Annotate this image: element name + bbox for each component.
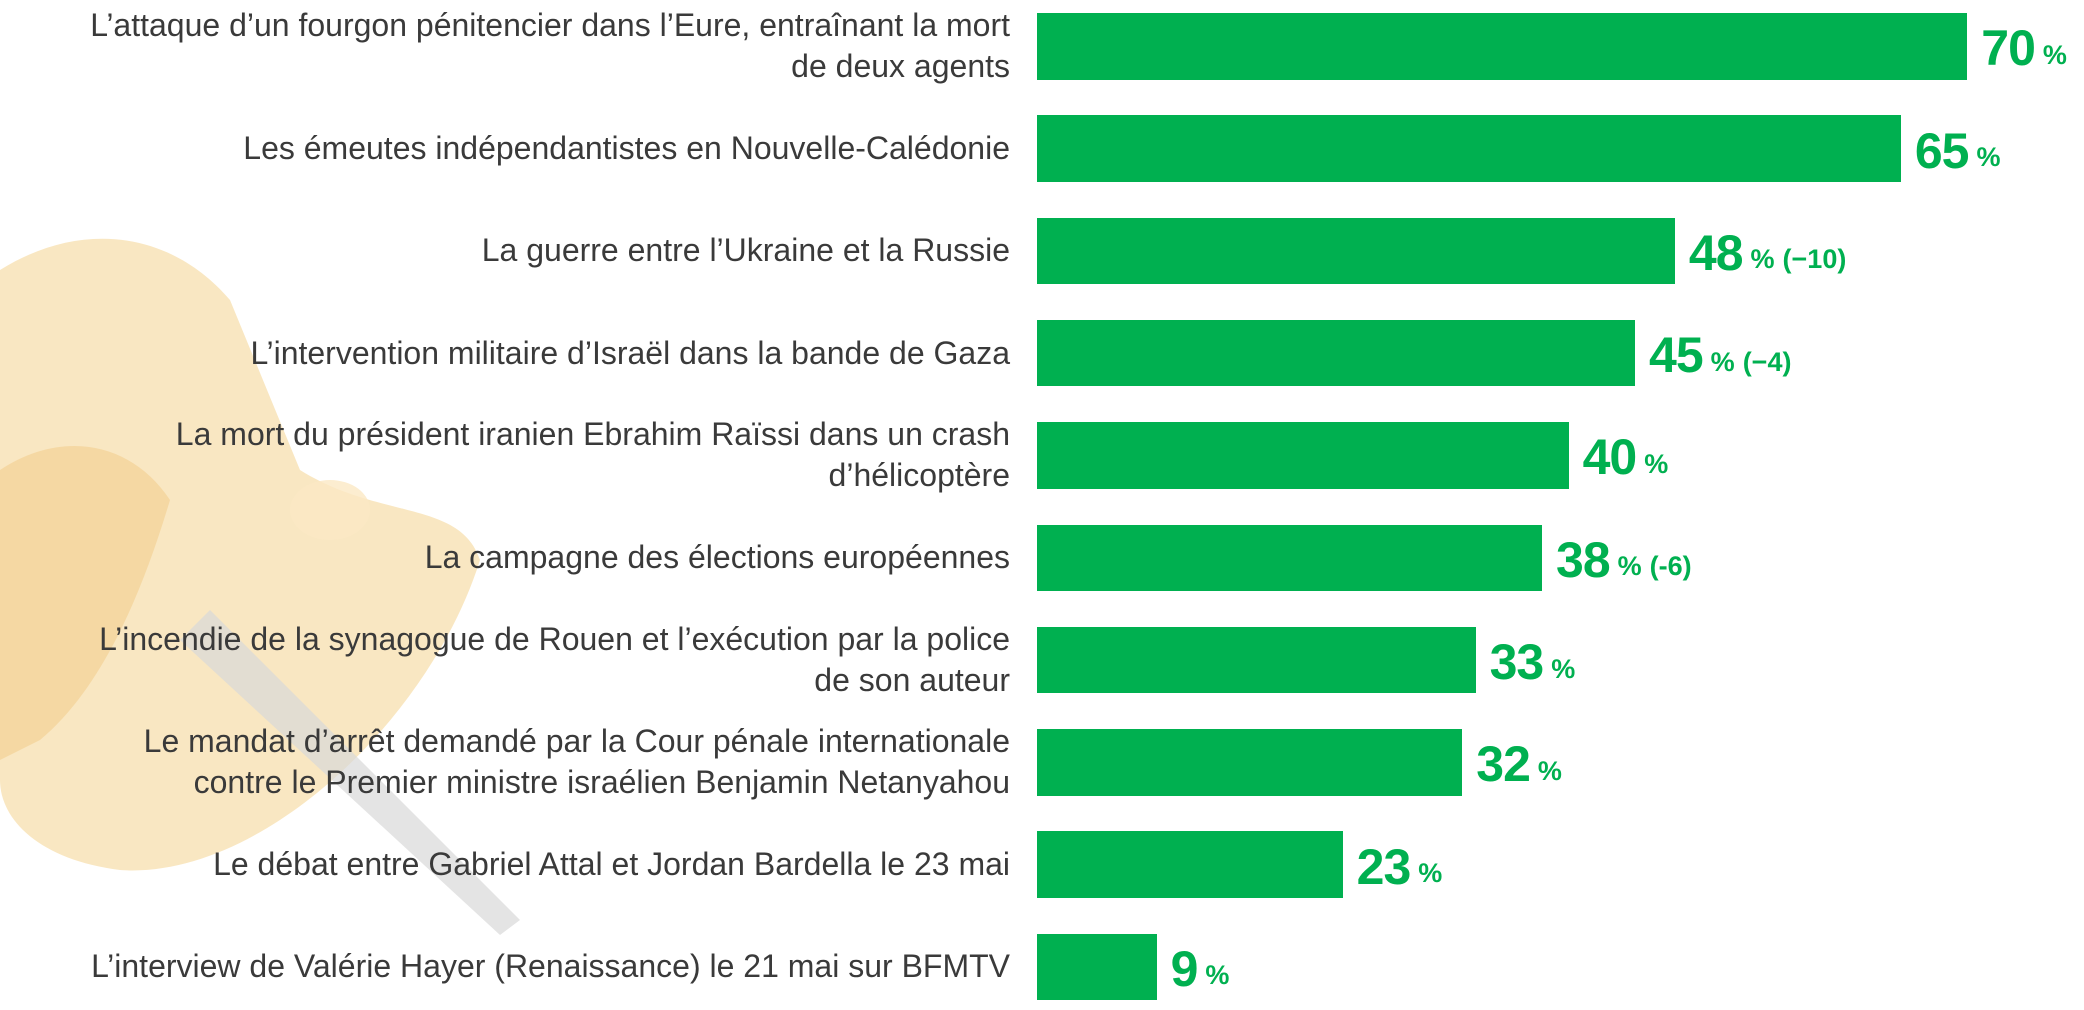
value-change: (-6) [1649,551,1692,582]
category-label: L’interview de Valérie Hayer (Renaissanc… [91,948,1010,985]
value-number: 9 [1170,940,1199,997]
decor-shape [0,238,480,871]
value-unit: % [1551,653,1576,684]
value-unit: % [1750,244,1775,275]
bar [1037,115,1901,182]
value-unit: % [2042,39,2067,70]
bar [1037,626,1476,694]
category-label: Le débat entre Gabriel Attal et Jordan B… [213,846,1010,883]
value-number: 38 [1556,531,1611,588]
bar [1037,524,1543,591]
value-label: 23% [1357,833,1443,900]
category-label: Les émeutes indépendantistes en Nouvelle… [243,130,1010,167]
value-change: (−10) [1782,244,1847,275]
value-label: 70% [1981,15,2067,82]
decor-pin [180,610,520,935]
value-number: 45 [1649,327,1704,384]
category-label: La mort du président iranien Ebrahim Raï… [175,416,1010,494]
value-label: 40% [1583,424,1669,491]
value-number: 40 [1582,429,1638,486]
value-change: (−4) [1742,346,1792,377]
bar [1037,13,1968,80]
category-label: La campagne des élections européennes [424,539,1010,576]
category-label: La guerre entre l’Ukraine et la Russie [481,232,1010,269]
value-number: 33 [1489,634,1545,691]
value-label: 38% (-6) [1556,527,1692,594]
value-label: 32% [1476,731,1562,798]
value-label: 48% (−10) [1689,220,1846,287]
value-label: 65% [1915,117,2001,184]
category-label: L’incendie de la synagogue de Rouen et l… [99,621,1010,699]
value-unit: % [1537,755,1562,786]
decor-highlight [290,480,370,540]
value-unit: % [1644,448,1669,479]
bar [1037,933,1157,1001]
value-number: 65 [1914,122,1970,179]
page: L’attaque d’un fourgon pénitencier dans … [0,7,2067,1001]
bar [1037,217,1675,285]
value-number: 32 [1476,736,1531,793]
bar [1037,729,1463,796]
bar [1037,319,1636,387]
bar [1037,422,1569,489]
value-label: 33% [1490,629,1576,696]
bar [1037,831,1343,898]
category-label: L’attaque d’un fourgon pénitencier dans … [90,7,1010,85]
value-unit: % [1976,142,2001,173]
value-number: 48 [1688,224,1744,281]
value-label: 45% (−4) [1649,322,1791,389]
value-number: 23 [1356,838,1412,895]
value-unit: % [1617,551,1642,582]
value-unit: % [1710,346,1735,377]
value-number: 70 [1981,20,2036,77]
background-decoration [0,238,520,935]
category-label: Le mandat d’arrêt demandé par la Cour pé… [143,723,1010,801]
value-unit: % [1418,858,1443,889]
value-unit: % [1205,960,1230,991]
value-label: 9% [1171,936,1230,1003]
category-label: L’intervention militaire d’Israël dans l… [250,334,1010,371]
decor-shape [0,446,170,760]
